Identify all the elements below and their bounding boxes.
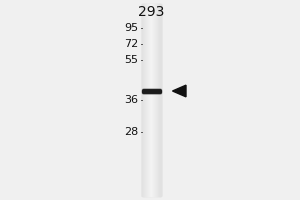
Text: 36: 36 <box>124 95 138 105</box>
Bar <box>142 4 161 196</box>
Text: 72: 72 <box>124 39 138 49</box>
Text: 95: 95 <box>124 23 138 33</box>
Text: 28: 28 <box>124 127 138 137</box>
Polygon shape <box>172 85 186 97</box>
Text: 55: 55 <box>124 55 138 65</box>
Text: 293: 293 <box>138 5 165 19</box>
